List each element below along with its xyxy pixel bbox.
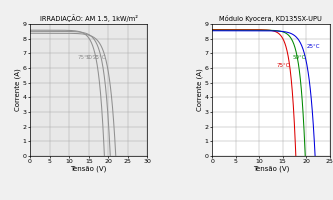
Text: 25°C: 25°C: [307, 44, 321, 48]
Y-axis label: Corrente (A): Corrente (A): [15, 69, 21, 111]
Text: 75°C: 75°C: [277, 63, 290, 68]
Title: Módulo Kyocera, KD135SX-UPU: Módulo Kyocera, KD135SX-UPU: [219, 15, 322, 22]
X-axis label: Tensão (V): Tensão (V): [253, 166, 289, 172]
Text: 50°C: 50°C: [292, 55, 306, 60]
Text: 50°C: 50°C: [85, 55, 99, 60]
X-axis label: Tensão (V): Tensão (V): [71, 166, 107, 172]
Title: IRRADIAÇÃO: AM 1.5, 1kW/m²: IRRADIAÇÃO: AM 1.5, 1kW/m²: [40, 15, 138, 22]
Text: 75°C: 75°C: [78, 55, 91, 60]
Y-axis label: Corrente (A): Corrente (A): [197, 69, 203, 111]
Text: 25°C: 25°C: [93, 55, 106, 60]
